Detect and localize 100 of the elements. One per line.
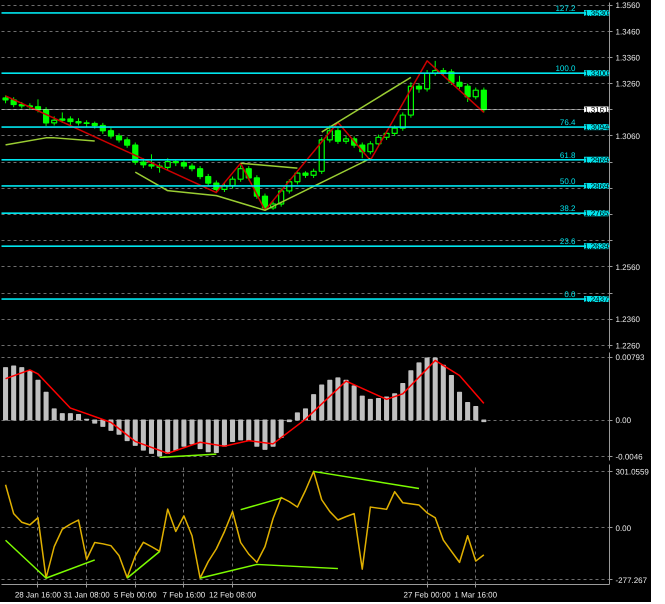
line-series — [4, 360, 485, 454]
bar — [432, 358, 438, 420]
bar — [448, 375, 454, 420]
bar — [368, 398, 373, 420]
ref-line-label: 1.3094 — [584, 123, 610, 132]
annotation: 0.0 — [564, 290, 576, 300]
bar — [440, 364, 446, 420]
bar — [465, 402, 470, 420]
y-tick-label: -0.0046 — [616, 452, 644, 462]
bar — [124, 420, 130, 442]
bar — [206, 420, 211, 452]
y-tick-label: 1.3460 — [616, 27, 641, 36]
y-tick-label: -277.267 — [616, 576, 648, 585]
ref-line-label: 1.3300 — [584, 69, 610, 78]
bar — [68, 413, 73, 420]
annotation: 38.2 — [560, 204, 576, 214]
x-tick-label: 31 Jan 08:00 — [63, 590, 110, 600]
bar — [294, 412, 300, 420]
ref-line-label: 1.3161 — [584, 106, 610, 115]
x-tick-label: 5 Feb 00:00 — [114, 590, 158, 600]
ref-line-label: 1.2639 — [584, 242, 610, 252]
y-tick-label: 1.3360 — [616, 53, 641, 62]
y-tick-label: 301.0559 — [616, 467, 650, 476]
bar — [157, 420, 162, 456]
bar — [189, 420, 195, 444]
bar — [376, 398, 381, 420]
x-tick-label: 1 Mar 16:00 — [454, 590, 498, 600]
bar — [100, 420, 106, 427]
bar — [148, 420, 154, 454]
ref-line-label: 1.2765 — [584, 209, 610, 218]
candlestick — [205, 173, 212, 186]
bar — [35, 380, 41, 420]
bar — [60, 413, 65, 420]
y-tick-label: 1.3060 — [616, 132, 641, 141]
x-tick-label: 12 Feb 08:00 — [208, 590, 257, 600]
y-tick-label: 1.3560 — [616, 1, 641, 10]
bar — [311, 394, 316, 420]
x-tick-label: 28 Jan 16:00 — [14, 590, 62, 600]
bar — [262, 420, 268, 450]
bar — [44, 392, 49, 420]
bar — [3, 367, 8, 420]
candlestick — [464, 83, 471, 102]
line-series — [4, 470, 485, 579]
bar — [457, 392, 462, 420]
annotation: 50.0 — [560, 176, 576, 186]
bar — [92, 420, 98, 424]
ref-line-label: 1.3530 — [584, 8, 610, 18]
candlestick — [310, 168, 317, 178]
bar — [319, 384, 324, 420]
y-tick-label: 0.00793 — [616, 353, 645, 362]
bar — [238, 420, 244, 440]
candlestick — [294, 170, 301, 185]
bar — [76, 414, 82, 420]
bar — [327, 380, 332, 420]
bar — [246, 420, 252, 442]
bar — [173, 420, 178, 451]
bar — [140, 420, 146, 451]
bar — [392, 393, 398, 420]
ref-line-label: 1.2437 — [584, 295, 610, 304]
bar — [473, 406, 478, 420]
bar — [352, 385, 357, 420]
candlestick — [197, 166, 204, 180]
annotation: 61.8 — [560, 150, 576, 160]
candlestick — [416, 82, 422, 94]
line-series — [4, 60, 485, 212]
candlestick — [148, 154, 155, 170]
candlestick — [108, 128, 114, 140]
candlestick — [456, 75, 463, 90]
bar — [132, 420, 138, 446]
candlestick — [51, 116, 58, 126]
bar — [360, 396, 365, 420]
bar — [230, 420, 236, 442]
bar — [222, 420, 227, 447]
candlestick — [116, 132, 122, 144]
y-tick-label: 1.2260 — [616, 341, 641, 350]
bar — [11, 366, 16, 420]
bar — [278, 420, 284, 438]
bar — [424, 358, 430, 420]
bar — [270, 420, 276, 447]
ref-line-label: 1.2969 — [584, 156, 610, 165]
candlestick — [124, 136, 130, 148]
annotation: 127.2 — [555, 4, 576, 13]
annotation: 76.4 — [560, 118, 576, 128]
candlestick — [67, 116, 74, 126]
bar — [344, 380, 349, 420]
bar — [198, 420, 203, 450]
ref-line-label: 1.2869 — [584, 182, 610, 191]
candlestick — [140, 158, 146, 168]
annotation: 23.6 — [560, 237, 576, 246]
bar — [19, 367, 24, 420]
y-tick-label: 0.00 — [616, 524, 632, 533]
y-tick-label: 1.2360 — [616, 315, 641, 324]
bar — [408, 370, 414, 420]
y-tick-label: 1.3260 — [616, 80, 641, 89]
candlestick — [59, 112, 66, 124]
bar — [165, 420, 170, 454]
y-tick-label: 1.2560 — [616, 262, 641, 272]
line-series — [134, 158, 372, 212]
candlestick — [392, 125, 398, 136]
x-tick-label: 27 Feb 00:00 — [404, 590, 452, 600]
